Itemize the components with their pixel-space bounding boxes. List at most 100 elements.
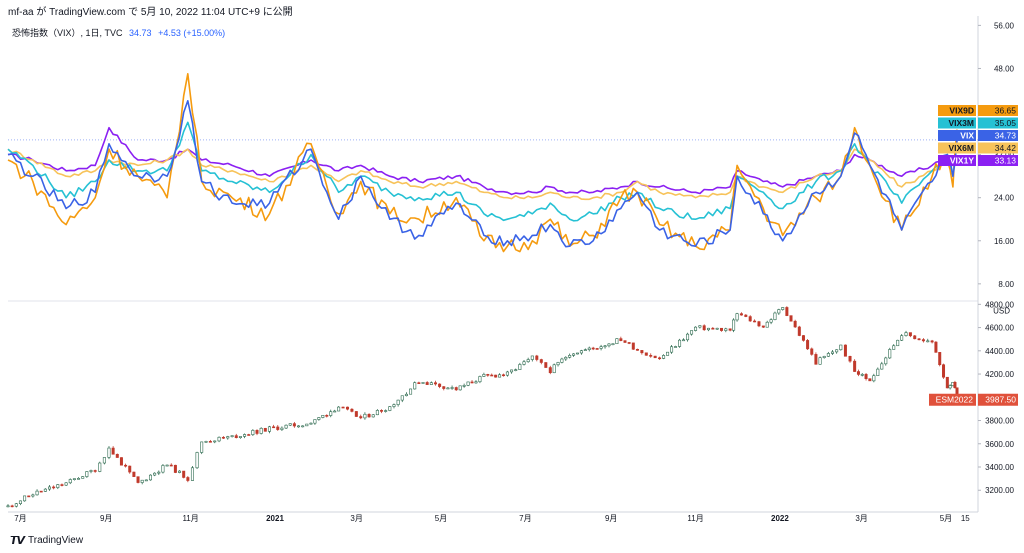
author-name[interactable]: mf-aa [8,7,34,18]
candle [839,344,843,351]
candle [501,373,505,377]
candle [876,367,880,377]
candle [85,471,89,478]
candle [388,406,392,412]
candle [753,319,757,323]
candle [43,488,47,492]
legend-symbol[interactable]: 恐怖指数（VIX）, 1日, TVC [12,28,123,38]
tag-name-box [938,117,976,129]
candle [938,352,942,367]
candle [115,453,119,458]
x-tick-label: 2022 [771,514,789,523]
candle [350,408,354,413]
tag-value-box [978,393,1018,406]
candle [579,349,583,355]
candle [649,353,653,358]
candle [48,485,52,491]
candle [396,399,400,407]
candle [739,312,743,316]
tag-series-name: VIX3M [948,118,974,128]
candle [400,395,404,403]
candle [757,320,761,328]
footer-brand[interactable]: 𝙏𝙑 TradingView [10,534,83,547]
candle [539,358,543,365]
x-tick-label: 15 [961,514,970,523]
bottom-y-tick-label: 3400.00 [985,463,1014,472]
candle [856,369,860,377]
candle [234,433,238,439]
candle [719,327,723,332]
candle [510,369,514,374]
candle [518,362,522,370]
candle [635,348,639,351]
candle [599,344,603,351]
candle [276,425,280,431]
candle [674,345,678,348]
candle [404,392,408,397]
candle [200,441,204,455]
candle [631,342,635,350]
candle [93,469,97,473]
candle [27,495,31,498]
candle [953,380,957,389]
site-name[interactable]: TradingView.com [49,7,126,18]
candle [230,435,234,438]
candle [498,373,502,378]
candle [124,463,128,468]
candle [23,495,27,502]
candle [670,344,674,354]
candle [321,415,325,419]
bottom-y-tick-label: 4600.00 [985,324,1014,333]
candle [658,356,662,360]
tradingview-logo-icon: 𝙏𝙑 [10,535,25,547]
candle [535,354,539,362]
candle [611,343,615,346]
candle [702,324,706,331]
candle [814,352,818,365]
tag-value-box [978,155,1018,166]
candle [301,425,305,428]
candle [169,463,173,467]
candle [765,320,769,328]
tag-value-box [978,117,1018,129]
candle [251,429,255,436]
candle [288,423,292,427]
candle [384,409,388,413]
top-y-tick-label: 16.00 [994,237,1015,246]
candle [208,439,212,443]
candle [552,363,556,374]
candle [948,384,952,390]
candle [136,476,140,484]
candle [413,381,417,390]
candle [238,436,242,439]
candle [785,306,789,317]
candle [769,318,773,325]
candle [781,307,785,311]
candle [682,338,686,342]
candle [186,476,190,483]
candle [52,485,56,490]
top-y-tick-label: 8.00 [998,280,1014,289]
candle [615,338,619,345]
candle [14,502,18,508]
candle [505,370,509,377]
header-particle-2: で [128,7,139,18]
top-y-tick-label: 48.00 [994,64,1015,73]
candle [243,433,247,439]
candle [333,409,337,413]
candle [945,376,949,389]
candle [653,355,657,359]
candle [305,423,309,427]
candle [363,412,367,420]
candle [140,479,144,485]
candle [530,355,534,362]
candle [711,326,715,330]
candle [375,409,379,416]
candle [226,435,230,440]
top-y-tick-label: 56.00 [994,21,1015,30]
candle [666,351,670,356]
candle [474,380,478,384]
series-line-vix3m [7,121,958,222]
